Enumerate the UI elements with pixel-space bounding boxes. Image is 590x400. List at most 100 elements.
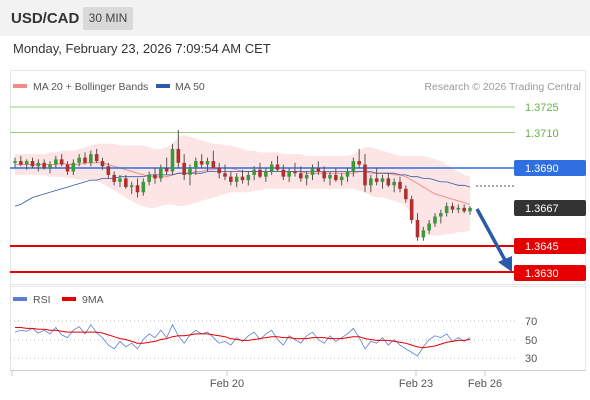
candle-body	[211, 161, 216, 168]
candle-body	[194, 161, 198, 168]
candle-body	[164, 168, 169, 172]
candle-body	[129, 185, 134, 188]
legend-swatch-ma20	[13, 84, 27, 88]
bollinger-band	[15, 135, 470, 236]
candle-body	[468, 207, 472, 212]
candle-body	[19, 161, 23, 165]
candle-body	[322, 171, 326, 179]
rsi-level-30: 30	[525, 353, 537, 365]
timestamp: Monday, February 23, 2026 7:09:54 AM CET	[13, 41, 271, 56]
candle-body	[124, 178, 128, 188]
candle-body	[392, 181, 396, 186]
candle-body	[65, 164, 70, 172]
candle-body	[77, 157, 81, 163]
candle-body	[135, 185, 140, 193]
candle-body	[42, 162, 46, 168]
price-label-3: 1.3690	[525, 163, 559, 175]
rsi-line	[14, 323, 471, 357]
rsi-level-70: 70	[525, 316, 537, 328]
candle-body	[369, 178, 373, 186]
candle-body	[450, 206, 455, 210]
candle-body	[13, 161, 17, 163]
candle-body	[339, 176, 344, 181]
candle-body	[275, 164, 280, 170]
candle-body	[456, 207, 461, 210]
candle-body	[217, 168, 221, 174]
candle-body	[334, 174, 338, 181]
candle-body	[304, 174, 309, 179]
candle-body	[205, 161, 210, 165]
candle-body	[264, 171, 268, 177]
candle-body	[106, 166, 111, 175]
rsi-level-50: 50	[525, 335, 537, 347]
legend-label-ma20: MA 20 + Bollinger Bands	[33, 81, 148, 93]
candle-body	[427, 223, 431, 231]
rsi-ma-legend-label: 9MA	[82, 294, 104, 306]
candle-body	[188, 168, 192, 175]
header-bar: USD/CAD 30 MIN	[0, 0, 590, 36]
price-label-2: 1.3710	[525, 128, 559, 140]
candle-body	[59, 159, 64, 165]
candle-body	[287, 171, 291, 177]
candle-body	[386, 178, 391, 186]
candle-body	[398, 181, 402, 189]
candle-body	[147, 174, 151, 182]
candle-body	[240, 176, 245, 181]
candle-body	[252, 169, 256, 175]
rsi-legend-swatch	[13, 297, 27, 301]
candle-body	[30, 161, 35, 167]
price-label-4: 1.3667	[525, 203, 559, 215]
candle-body	[299, 173, 303, 179]
candle-body	[246, 174, 251, 181]
candle-body	[229, 176, 233, 182]
copyright: Research © 2026 Trading Central	[424, 81, 581, 93]
candle-body	[462, 207, 466, 212]
symbol-label: USD/CAD	[11, 10, 80, 27]
candle-body	[444, 206, 449, 214]
candle-body	[94, 154, 99, 162]
candle-body	[223, 173, 227, 177]
x-label-1: Feb 20	[210, 378, 244, 390]
candle-body	[374, 178, 379, 182]
candle-body	[141, 181, 146, 193]
candle-body	[258, 169, 262, 177]
interval-selector[interactable]: 30 MIN	[83, 7, 133, 30]
candle-body	[100, 161, 105, 167]
candle-body	[24, 161, 29, 165]
legend-swatch-ma50	[156, 84, 170, 88]
candle-body	[351, 161, 356, 172]
candle-body	[36, 162, 41, 167]
candle-body	[409, 199, 414, 220]
legend-label-ma50: MA 50	[175, 81, 205, 93]
rsi-legend-label: RSI	[33, 294, 51, 306]
candle-body	[316, 168, 321, 172]
candle-body	[363, 164, 367, 186]
x-label-2: Feb 23	[399, 378, 433, 390]
candle-body	[281, 169, 286, 177]
candle-body	[89, 154, 93, 163]
candle-body	[159, 168, 163, 179]
candle-body	[118, 178, 122, 182]
price-label-6: 1.3630	[525, 268, 559, 280]
x-label-3: Feb 26	[468, 378, 502, 390]
candle-body	[234, 176, 239, 182]
candle-body	[54, 159, 58, 165]
candle-body	[170, 148, 175, 172]
candle-body	[421, 230, 426, 238]
candle-body	[310, 168, 315, 175]
price-badge-6	[514, 265, 586, 281]
candle-body	[153, 174, 157, 179]
candle-body	[415, 220, 420, 238]
price-badge-4	[514, 200, 586, 216]
candle-body	[48, 164, 52, 168]
candle-body	[345, 171, 350, 177]
candle-body	[83, 157, 87, 163]
candle-body	[112, 174, 116, 182]
candle-body	[176, 148, 181, 163]
candle-body	[439, 213, 443, 217]
price-label-5: 1.3645	[525, 241, 559, 253]
candle-body	[71, 162, 76, 172]
candle-body	[293, 171, 297, 174]
candle-body	[357, 161, 361, 165]
